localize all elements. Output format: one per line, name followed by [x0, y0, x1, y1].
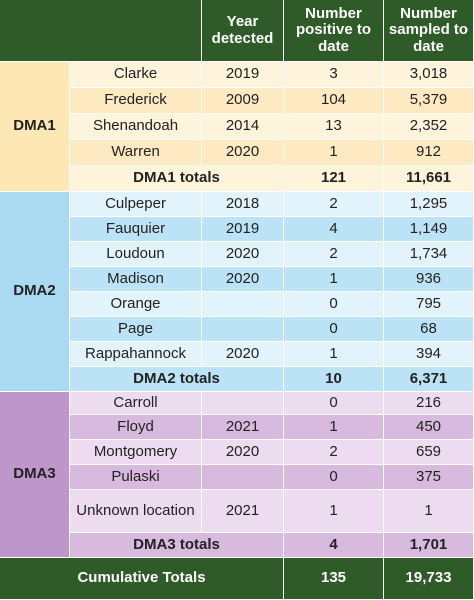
value-cell: 2	[284, 242, 384, 267]
value-cell: 2,352	[384, 114, 474, 140]
county-cell: Orange	[70, 292, 202, 317]
value-cell: 375	[384, 465, 474, 490]
value-cell: 2020	[202, 140, 284, 166]
header-blank	[0, 0, 202, 62]
value-cell: 1	[284, 415, 384, 440]
value-cell: 2018	[202, 192, 284, 217]
value-cell	[202, 465, 284, 490]
county-cell: Unknown location	[70, 490, 202, 533]
totals-label: DMA3 totals	[70, 533, 284, 558]
header-cell: Year detected	[202, 0, 284, 62]
value-cell: 659	[384, 440, 474, 465]
value-cell: 216	[384, 392, 474, 415]
value-cell: 1,734	[384, 242, 474, 267]
value-cell: 4	[284, 217, 384, 242]
section-label: DMA3	[0, 392, 70, 558]
value-cell: 2021	[202, 490, 284, 533]
value-cell: 394	[384, 342, 474, 367]
value-cell: 2014	[202, 114, 284, 140]
value-cell: 68	[384, 317, 474, 342]
header-cell: Number positive to date	[284, 0, 384, 62]
value-cell: 2	[284, 192, 384, 217]
footer-value: 135	[284, 558, 384, 600]
value-cell: 3,018	[384, 62, 474, 88]
value-cell: 795	[384, 292, 474, 317]
county-cell: Floyd	[70, 415, 202, 440]
value-cell: 1	[284, 267, 384, 292]
value-cell: 912	[384, 140, 474, 166]
value-cell: 13	[284, 114, 384, 140]
value-cell: 1	[384, 490, 474, 533]
footer-label: Cumulative Totals	[0, 558, 284, 600]
value-cell: 2019	[202, 62, 284, 88]
value-cell: 2020	[202, 342, 284, 367]
county-cell: Pulaski	[70, 465, 202, 490]
totals-value: 11,661	[384, 166, 474, 192]
value-cell: 104	[284, 88, 384, 114]
county-cell: Frederick	[70, 88, 202, 114]
value-cell: 0	[284, 392, 384, 415]
county-cell: Madison	[70, 267, 202, 292]
value-cell: 1	[284, 342, 384, 367]
value-cell: 3	[284, 62, 384, 88]
totals-value: 4	[284, 533, 384, 558]
value-cell: 0	[284, 317, 384, 342]
value-cell: 2	[284, 440, 384, 465]
value-cell	[202, 292, 284, 317]
value-cell: 1,295	[384, 192, 474, 217]
header-cell: Number sampled to date	[384, 0, 474, 62]
value-cell	[202, 317, 284, 342]
value-cell: 0	[284, 465, 384, 490]
totals-label: DMA1 totals	[70, 166, 284, 192]
value-cell: 1,149	[384, 217, 474, 242]
county-cell: Warren	[70, 140, 202, 166]
county-cell: Loudoun	[70, 242, 202, 267]
footer-value: 19,733	[384, 558, 474, 600]
county-cell: Rappahannock	[70, 342, 202, 367]
county-cell: Montgomery	[70, 440, 202, 465]
value-cell: 2021	[202, 415, 284, 440]
totals-value: 121	[284, 166, 384, 192]
totals-value: 1,701	[384, 533, 474, 558]
value-cell: 5,379	[384, 88, 474, 114]
value-cell	[202, 392, 284, 415]
county-cell: Carroll	[70, 392, 202, 415]
value-cell: 1	[284, 490, 384, 533]
totals-value: 10	[284, 367, 384, 392]
county-cell: Culpeper	[70, 192, 202, 217]
county-cell: Clarke	[70, 62, 202, 88]
value-cell: 1	[284, 140, 384, 166]
county-cell: Page	[70, 317, 202, 342]
value-cell: 2020	[202, 440, 284, 465]
totals-value: 6,371	[384, 367, 474, 392]
value-cell: 0	[284, 292, 384, 317]
value-cell: 2009	[202, 88, 284, 114]
value-cell: 2020	[202, 242, 284, 267]
county-cell: Shenandoah	[70, 114, 202, 140]
value-cell: 2019	[202, 217, 284, 242]
value-cell: 936	[384, 267, 474, 292]
totals-label: DMA2 totals	[70, 367, 284, 392]
county-cell: Fauquier	[70, 217, 202, 242]
value-cell: 2020	[202, 267, 284, 292]
section-label: DMA1	[0, 62, 70, 192]
value-cell: 450	[384, 415, 474, 440]
section-label: DMA2	[0, 192, 70, 392]
